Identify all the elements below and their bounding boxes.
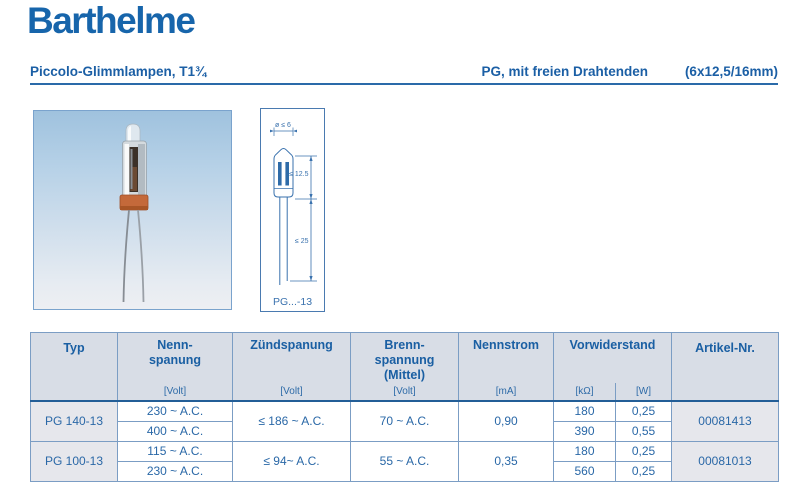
column-header-vorwiderstand: Vorwiderstand	[553, 332, 672, 383]
cell-artikel-nr: 00081013	[671, 441, 779, 482]
unit-brennspannung: [Volt]	[350, 383, 459, 402]
unit-nennstrom: [mA]	[458, 383, 554, 402]
lamp-photo-illustration	[119, 123, 149, 303]
cell-zuendspannung: ≤ 186 ~ A.C.	[232, 400, 351, 442]
page-title: Piccolo-Glimmlampen, T1¾	[30, 64, 207, 79]
cell-artikel-nr: 00081413	[671, 400, 779, 442]
cell-vorwiderstand-watt: 0,25	[615, 400, 672, 422]
cell-vorwiderstand-kohm: 180	[553, 400, 616, 422]
cell-typ: PG 100-13	[30, 441, 118, 482]
cell-vorwiderstand-kohm: 180	[553, 441, 616, 462]
cell-nennspannung: 230 ~ A.C.	[117, 461, 233, 482]
dim-diameter-label: ø ≤ 6	[275, 122, 291, 129]
table-row: 400 ~ A.C. 390 0,55	[31, 421, 779, 442]
cell-vorwiderstand-kohm: 560	[553, 461, 616, 482]
table-row: PG 140-13 230 ~ A.C. ≤ 186 ~ A.C. 70 ~ A…	[30, 400, 779, 442]
unit-nennspannung: [Volt]	[117, 383, 233, 402]
cell-nennstrom: 0,90	[458, 400, 554, 442]
cell-vorwiderstand-watt: 0,25	[615, 461, 672, 482]
dim-bulb-length-label: ≤ 12.5	[289, 171, 309, 178]
cell-nennspannung: 115 ~ A.C.	[117, 441, 233, 462]
technical-drawing: ø ≤ 6 ≤ 12.5	[260, 108, 325, 312]
cell-vorwiderstand-watt: 0,55	[615, 421, 672, 442]
table-row: 230 ~ A.C. 560 0,25	[31, 461, 779, 482]
column-header-artikel-nr: Artikel-Nr.	[671, 332, 779, 402]
header-row-units: [Volt] [Volt] [Volt] [mA] [kΩ] [W]	[31, 383, 779, 402]
section-header: Piccolo-Glimmlampen, T1¾ PG, mit freien …	[30, 64, 778, 85]
cell-brennspannung: 70 ~ A.C.	[350, 400, 459, 442]
column-header-zuendspannung: Zündspanung	[232, 332, 351, 383]
barthelme-logo: Barthelme	[27, 0, 196, 41]
unit-zuendspannung: [Volt]	[232, 383, 351, 402]
cell-typ: PG 140-13	[30, 400, 118, 442]
cell-vorwiderstand-watt: 0,25	[615, 441, 672, 462]
cell-nennstrom: 0,35	[458, 441, 554, 482]
column-header-brennspannung: Brenn- spannung (Mittel)	[350, 332, 459, 383]
lamp-photo	[33, 110, 232, 310]
cell-brennspannung: 55 ~ A.C.	[350, 441, 459, 482]
header-row-labels: Typ Nenn- spanung Zündspanung Brenn- spa…	[30, 332, 779, 402]
cell-nennspannung: 400 ~ A.C.	[117, 421, 233, 442]
column-header-typ: Typ	[30, 332, 118, 402]
technical-drawing-svg: ø ≤ 6 ≤ 12.5	[270, 122, 317, 308]
spec-table: Typ Nenn- spanung Zündspanung Brenn- spa…	[30, 332, 779, 482]
variant-label: PG, mit freien Drahtenden	[481, 64, 648, 79]
column-header-nennspannung: Nenn- spanung	[117, 332, 233, 383]
cell-zuendspannung: ≤ 94~ A.C.	[232, 441, 351, 482]
unit-vorwiderstand-kohm: [kΩ]	[553, 383, 616, 402]
size-label: (6x12,5/16mm)	[684, 64, 778, 79]
cell-nennspannung: 230 ~ A.C.	[117, 400, 233, 422]
cell-vorwiderstand-kohm: 390	[553, 421, 616, 442]
table-row: PG 100-13 115 ~ A.C. ≤ 94~ A.C. 55 ~ A.C…	[30, 441, 779, 482]
dim-lead-length-label: ≤ 25	[295, 238, 309, 245]
unit-vorwiderstand-watt: [W]	[615, 383, 672, 402]
drawing-type-label: PG...-13	[273, 296, 312, 308]
column-header-nennstrom: Nennstrom	[458, 332, 554, 383]
